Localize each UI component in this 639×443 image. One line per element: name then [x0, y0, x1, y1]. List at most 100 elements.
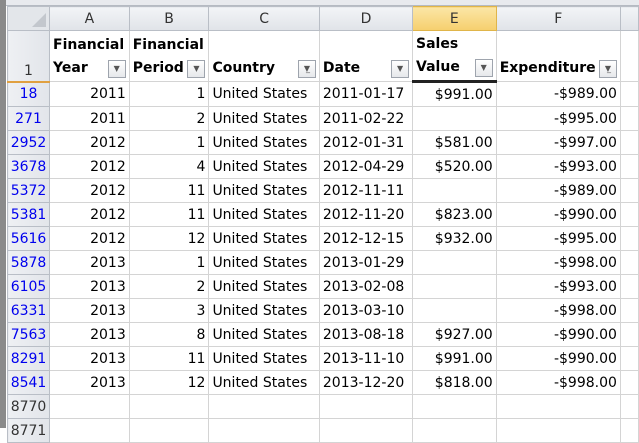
cell-exp[interactable]: -$993.00	[495, 274, 621, 299]
cell-exp[interactable]: -$990.00	[495, 202, 621, 227]
cell-period[interactable]: 11	[128, 346, 210, 371]
cell-year[interactable]: 2013	[49, 370, 130, 395]
cell-country[interactable]: United States	[208, 370, 320, 395]
filter-dropdown-icon[interactable]: ▼	[187, 60, 206, 78]
cell-period[interactable]: 2	[128, 274, 210, 299]
header-cell-date[interactable]: Date ▼	[318, 30, 414, 82]
select-all-corner[interactable]	[6, 6, 51, 31]
header-cell-year[interactable]: Financial Year ▼	[49, 30, 130, 82]
filter-dropdown-icon[interactable]: ▼	[391, 60, 410, 78]
cell-exp[interactable]: -$989.00	[495, 178, 621, 203]
cell-exp[interactable]: -$990.00	[495, 322, 621, 347]
cell-exp[interactable]: -$998.00	[495, 250, 621, 275]
column-header-e[interactable]: E	[412, 6, 497, 31]
cell-date[interactable]: 2012-11-11	[318, 178, 414, 203]
empty-cell[interactable]	[619, 250, 639, 275]
cell-country[interactable]: United States	[208, 322, 320, 347]
empty-cell[interactable]	[619, 346, 639, 371]
cell-date[interactable]: 2013-11-10	[318, 346, 414, 371]
cell-date[interactable]: 2011-01-17	[318, 81, 414, 107]
cell-year[interactable]: 2011	[49, 106, 130, 131]
filter-active-icon[interactable]: ▼̲	[297, 60, 316, 78]
cell-period[interactable]: 11	[128, 202, 210, 227]
row-header[interactable]: 5878	[6, 250, 51, 275]
cell-year[interactable]: 2013	[49, 322, 130, 347]
cell-year[interactable]: 2012	[49, 130, 130, 155]
cell-year[interactable]: 2013	[49, 274, 130, 299]
row-header[interactable]: 6105	[6, 274, 51, 299]
filter-active-icon[interactable]: ▼̲	[598, 60, 617, 78]
cell-date[interactable]: 2012-04-29	[318, 154, 414, 179]
spreadsheet-grid[interactable]: A B C D E F 1 Financial Year ▼ Financial Per…	[6, 6, 639, 443]
cell-country[interactable]: United States	[208, 106, 320, 131]
empty-cell[interactable]	[619, 106, 639, 131]
cell-exp[interactable]: -$990.00	[495, 346, 621, 371]
column-header-c[interactable]: C	[208, 6, 320, 31]
cell-period[interactable]: 1	[128, 250, 210, 275]
cell-exp[interactable]: -$995.00	[495, 226, 621, 251]
empty-cell[interactable]	[619, 418, 639, 443]
cell-date[interactable]: 2013-12-20	[318, 370, 414, 395]
empty-cell[interactable]	[412, 418, 497, 443]
row-header[interactable]: 2952	[6, 130, 51, 155]
empty-cell[interactable]	[619, 130, 639, 155]
cell-sales[interactable]	[412, 250, 497, 275]
cell-exp[interactable]: -$993.00	[495, 154, 621, 179]
cell-period[interactable]: 8	[128, 322, 210, 347]
cell-sales[interactable]	[412, 274, 497, 299]
empty-cell[interactable]	[619, 298, 639, 323]
empty-cell[interactable]	[49, 418, 130, 443]
cell-year[interactable]: 2012	[49, 202, 130, 227]
empty-cell[interactable]	[619, 202, 639, 227]
cell-period[interactable]: 1	[128, 81, 210, 107]
row-header[interactable]: 5616	[6, 226, 51, 251]
cell-date[interactable]: 2013-01-29	[318, 250, 414, 275]
cell-period[interactable]: 12	[128, 370, 210, 395]
empty-cell[interactable]	[619, 81, 639, 107]
empty-cell[interactable]	[619, 322, 639, 347]
cell-date[interactable]: 2013-03-10	[318, 298, 414, 323]
row-header[interactable]: 8771	[6, 418, 51, 443]
cell-year[interactable]: 2012	[49, 154, 130, 179]
empty-cell[interactable]	[619, 30, 639, 82]
row-header[interactable]: 271	[6, 106, 51, 131]
cell-country[interactable]: United States	[208, 226, 320, 251]
cell-country[interactable]: United States	[208, 346, 320, 371]
cell-year[interactable]: 2013	[49, 250, 130, 275]
empty-cell[interactable]	[619, 394, 639, 419]
row-header[interactable]: 8291	[6, 346, 51, 371]
cell-sales[interactable]: $991.00	[412, 81, 497, 107]
empty-cell[interactable]	[412, 394, 497, 419]
empty-cell[interactable]	[619, 178, 639, 203]
cell-country[interactable]: United States	[208, 130, 320, 155]
cell-sales[interactable]: $520.00	[412, 154, 497, 179]
cell-sales[interactable]: $818.00	[412, 370, 497, 395]
cell-sales[interactable]	[412, 178, 497, 203]
cell-year[interactable]: 2013	[49, 346, 130, 371]
cell-year[interactable]: 2013	[49, 298, 130, 323]
empty-cell[interactable]	[208, 418, 320, 443]
cell-period[interactable]: 4	[128, 154, 210, 179]
cell-country[interactable]: United States	[208, 250, 320, 275]
cell-country[interactable]: United States	[208, 154, 320, 179]
header-cell-period[interactable]: Financial Period ▼	[128, 30, 210, 82]
cell-sales[interactable]	[412, 106, 497, 131]
cell-sales[interactable]: $932.00	[412, 226, 497, 251]
cell-exp[interactable]: -$989.00	[495, 81, 621, 107]
empty-cell[interactable]	[208, 394, 320, 419]
column-header-d[interactable]: D	[318, 6, 414, 31]
empty-cell[interactable]	[128, 418, 210, 443]
cell-period[interactable]: 11	[128, 178, 210, 203]
empty-cell[interactable]	[128, 394, 210, 419]
cell-country[interactable]: United States	[208, 298, 320, 323]
header-cell-value[interactable]: Sales Value ▼	[412, 30, 497, 83]
cell-country[interactable]: United States	[208, 81, 320, 107]
cell-exp[interactable]: -$998.00	[495, 298, 621, 323]
row-header[interactable]: 3678	[6, 154, 51, 179]
row-header[interactable]: 5381	[6, 202, 51, 227]
column-header-b[interactable]: B	[128, 6, 210, 31]
filter-dropdown-icon[interactable]: ▼	[107, 60, 126, 78]
empty-cell[interactable]	[318, 394, 414, 419]
cell-country[interactable]: United States	[208, 202, 320, 227]
empty-cell[interactable]	[495, 418, 621, 443]
